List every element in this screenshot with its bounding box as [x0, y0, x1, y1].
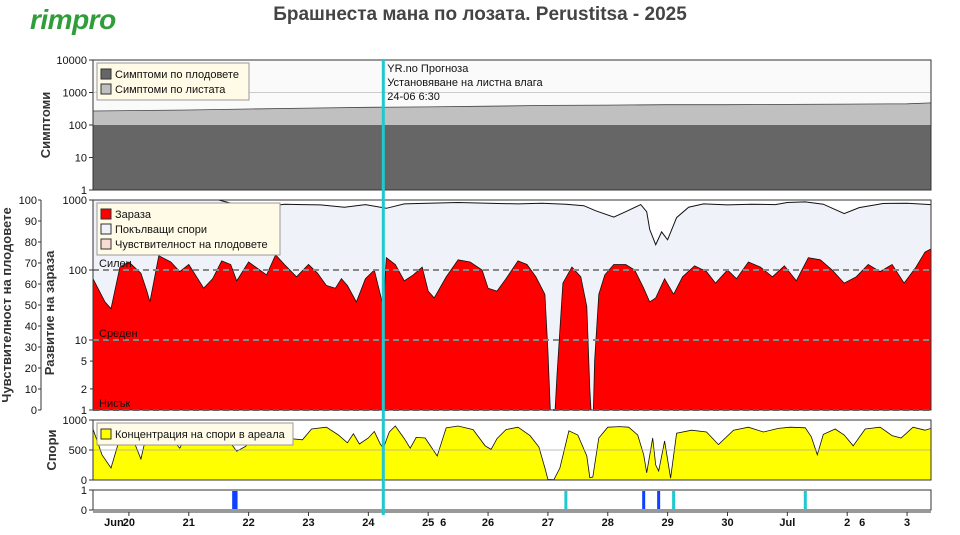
legend-swatch	[100, 223, 112, 235]
y-tick-label: 500	[69, 445, 87, 457]
threshold-label: Среден	[99, 328, 138, 340]
y2-tick-label: 60	[25, 279, 37, 291]
legend-label: Чувствителност на плодовете	[115, 239, 268, 251]
x-tick-label: 30	[721, 517, 733, 529]
x-tick-label: 25	[422, 517, 434, 529]
x-tick-label: 29	[662, 517, 674, 529]
y-tick-label: 100	[69, 120, 87, 132]
rimpro-logo: rimpro	[30, 4, 116, 35]
forecast-annotation: YR.no Прогноза	[387, 63, 469, 75]
y-tick-label: 1	[81, 405, 87, 417]
x-tick-label: 26	[482, 517, 494, 529]
legend-label-fruit: Симптоми по плодовете	[115, 69, 239, 81]
y-tick-label: 10	[75, 335, 87, 347]
y-axis-label-infection: Развитие на зараза	[42, 250, 57, 375]
y2-tick-label: 40	[25, 321, 37, 333]
x-tick-label: 27	[542, 517, 554, 529]
y-tick-label: 1000	[63, 195, 87, 207]
y-tick-label: 2	[81, 384, 87, 396]
germinating-spores-line	[93, 199, 932, 246]
x-tick-label: Jun	[104, 517, 124, 529]
x-tick-label: 6	[859, 517, 865, 529]
y-axis-label-sensitivity: Чувствителност на плодовете	[0, 207, 14, 402]
y-tick-label: 0	[81, 505, 87, 517]
y2-tick-label: 20	[25, 363, 37, 375]
forecast-annotation: Установяване на листна влага	[387, 77, 543, 89]
y-tick-label: 1000	[63, 415, 87, 427]
threshold-label: Силен	[99, 258, 132, 270]
x-tick-label: 24	[362, 517, 375, 529]
y-tick-label: 100	[69, 265, 87, 277]
event-bar	[232, 491, 236, 509]
legend-symptoms	[96, 62, 250, 101]
x-tick-label: 3	[904, 517, 910, 529]
legend-label: Зараза	[115, 209, 152, 221]
y2-tick-label: 80	[25, 237, 37, 249]
fruit-symptoms-area	[93, 125, 931, 190]
event-bar	[672, 491, 676, 509]
event-bar	[564, 491, 568, 509]
y-tick-label: 5	[81, 356, 87, 368]
y2-tick-label: 50	[25, 300, 37, 312]
legend-swatch	[100, 208, 112, 220]
y-tick-label: 10	[75, 153, 87, 165]
x-tick-label: 2	[844, 517, 850, 529]
y-axis-label-symptoms: Симптоми	[38, 92, 53, 158]
legend-spores	[96, 422, 294, 446]
infection-area	[92, 248, 932, 411]
legend-swatch-spores	[100, 428, 112, 440]
event-bar	[234, 491, 238, 509]
y2-tick-label: 100	[19, 195, 37, 207]
y2-tick-label: 30	[25, 342, 37, 354]
chart-title: Брашнеста мана по лозата. Perustitsa - 2…	[273, 4, 687, 25]
x-tick-label: 6	[440, 517, 446, 529]
forecast-annotation: 24-06 6:30	[387, 91, 440, 103]
legend-infection	[96, 202, 281, 256]
x-tick-label: 23	[302, 517, 314, 529]
spore-concentration-area	[92, 425, 932, 481]
legend-swatch-fruit	[100, 68, 112, 80]
legend-label: Покълващи спори	[115, 224, 207, 236]
x-tick-label: Jul	[779, 517, 795, 529]
y2-tick-label: 90	[25, 216, 37, 228]
x-tick-label: 20	[123, 517, 135, 529]
panel-events-frame	[92, 489, 932, 511]
threshold-label: Нисък	[99, 398, 130, 410]
legend-swatch	[100, 238, 112, 250]
y-tick-label: 10000	[56, 55, 87, 67]
y-tick-label: 1	[81, 485, 87, 497]
event-bar	[803, 491, 807, 509]
panel-infection-frame	[92, 199, 932, 411]
y-tick-label: 1	[81, 185, 87, 197]
y-tick-label: 0	[81, 475, 87, 487]
y2-tick-label: 70	[25, 258, 37, 270]
legend-label-spores: Концентрация на спори в ареала	[115, 429, 286, 441]
event-bar	[642, 491, 646, 509]
event-bar	[657, 491, 661, 509]
legend-swatch-leaf	[100, 83, 112, 95]
x-tick-label: 22	[243, 517, 255, 529]
y2-tick-label: 0	[31, 405, 37, 417]
y2-tick-label: 10	[25, 384, 37, 396]
legend-label-leaf: Симптоми по листата	[115, 84, 226, 96]
y-axis-label-spores: Спори	[44, 429, 59, 470]
y-tick-label: 1000	[63, 88, 87, 100]
x-tick-label: 28	[602, 517, 614, 529]
x-tick-label: 21	[183, 517, 195, 529]
